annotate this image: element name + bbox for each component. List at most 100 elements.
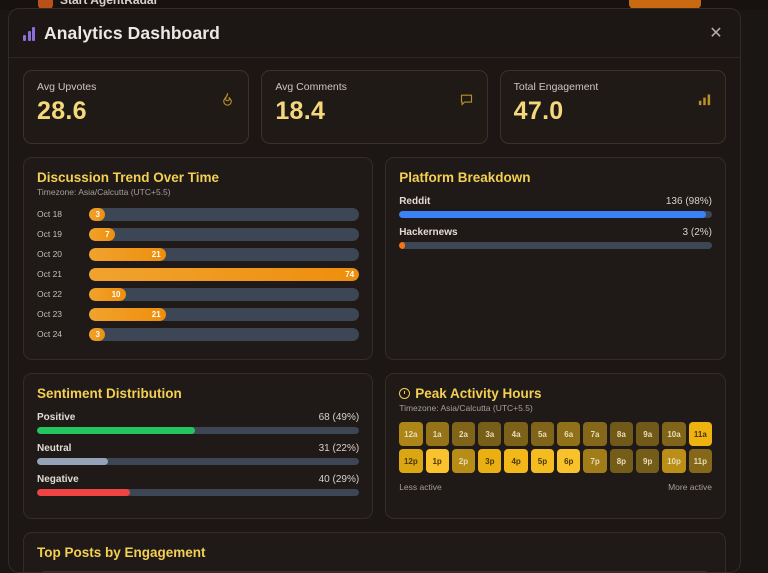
platform-bar-row: Reddit 136 (98%) — [399, 196, 712, 218]
panel-timezone: Timezone: Asia/Calcutta (UTC+5.5) — [399, 403, 533, 413]
trend-bar-label: Oct 19 — [37, 229, 63, 239]
heatmap-cell[interactable]: 10a — [662, 422, 686, 446]
panel-peak-activity-hours: Peak Activity Hours Timezone: Asia/Calcu… — [385, 373, 726, 519]
trend-bar-fill: 3 — [89, 207, 105, 221]
row-trend-platform: Discussion Trend Over Time Timezone: Asi… — [23, 157, 726, 360]
trend-bar-value: 74 — [345, 269, 355, 279]
platform-bar-fill — [399, 211, 706, 218]
heatmap-cell[interactable]: 4p — [504, 449, 528, 473]
sentiment-bar-head: Negative 40 (29%) — [37, 474, 359, 485]
panel-sentiment-distribution: Sentiment Distribution Positive 68 (49%) N… — [23, 373, 374, 519]
sentiment-bar-track — [37, 427, 360, 434]
fire-icon — [220, 92, 235, 111]
heatmap-cell[interactable]: 2a — [451, 422, 476, 446]
heatmap-cell[interactable]: 12a — [399, 422, 423, 446]
heatmap-cell[interactable]: 12p — [399, 449, 423, 473]
trend-bar-track: 74 — [89, 267, 360, 281]
trend-bar-row: Oct 24 3 — [37, 326, 360, 342]
sentiment-bar-head: Positive 68 (49%) — [37, 412, 359, 423]
trend-bar-label: Oct 21 — [37, 269, 63, 279]
stat-card-avg-upvotes: Avg Upvotes 28.6 — [23, 70, 250, 144]
speech-bubble-icon — [459, 92, 474, 111]
modal-body: Avg Upvotes 28.6 Avg Comments 18.4 — [9, 58, 740, 572]
trend-bar-value: 21 — [151, 309, 161, 319]
platform-bar-head: Reddit 136 (98%) — [399, 196, 712, 207]
platform-bar-list: Reddit 136 (98%) Hackernews 3 (2%) — [399, 196, 712, 249]
platform-bar-track — [399, 242, 712, 249]
trend-bar-row: Oct 19 7 — [37, 226, 360, 242]
panel-platform-breakdown: Platform Breakdown Reddit 136 (98%) Hacker… — [385, 157, 726, 360]
heatmap-legend: Less active More active — [399, 482, 712, 492]
sentiment-bar-label: Positive — [37, 412, 76, 423]
sentiment-bar-fill — [37, 458, 108, 465]
app-logo — [38, 0, 53, 9]
trend-bar-row: Oct 20 21 — [37, 246, 360, 262]
trend-bar-track: 3 — [89, 207, 360, 221]
trend-bar-track: 7 — [89, 227, 360, 241]
sentiment-bar-track — [37, 458, 360, 465]
trend-bar-value: 10 — [111, 289, 121, 299]
stat-value: 47.0 — [513, 97, 564, 125]
platform-bar-label: Hackernews — [399, 227, 458, 238]
activity-heatmap: 12a 1a 2a 3a 4a 5a 6a 7a 8a 9a 10a 11a 12p 1p 2p 3p 4p 5p… — [399, 422, 712, 473]
stat-card-total-engagement: Total Engagement 47.0 — [499, 70, 726, 144]
heatmap-cell[interactable]: 2p — [451, 449, 476, 473]
stat-label: Total Engagement — [513, 81, 599, 93]
app-primary-button[interactable] — [629, 0, 701, 9]
stat-value: 18.4 — [275, 97, 326, 125]
panel-title: Top Posts by Engagement — [37, 545, 206, 560]
heatmap-cell[interactable]: 8p — [609, 449, 634, 473]
heatmap-cell[interactable]: 5a — [530, 422, 555, 446]
bar-chart-icon — [23, 26, 35, 41]
trend-bar-track: 21 — [89, 247, 360, 261]
trend-bar-fill: 7 — [89, 227, 115, 241]
heatmap-cell[interactable]: 3p — [478, 449, 502, 473]
row-sentiment-peak: Sentiment Distribution Positive 68 (49%) N… — [23, 373, 726, 519]
trend-bar-value: 3 — [95, 209, 100, 219]
trend-bar-value: 21 — [151, 249, 161, 259]
trend-bar-value: 7 — [105, 229, 110, 239]
sentiment-bar-track — [37, 489, 360, 496]
panel-top-posts: Top Posts by Engagement Today's massive … — [23, 532, 726, 572]
analytics-dashboard-modal: Analytics Dashboard ✕ Avg Upvotes 28.6 A… — [8, 8, 741, 573]
trend-bar-label: Oct 20 — [37, 249, 63, 259]
heatmap-cell[interactable]: 1a — [425, 422, 449, 446]
sentiment-bar-list: Positive 68 (49%) Neutral 31 (22%) Negative 4… — [37, 412, 360, 496]
clock-icon — [399, 388, 411, 399]
panel-title: Discussion Trend Over Time — [37, 170, 220, 185]
heatmap-cell[interactable]: 7a — [583, 422, 607, 446]
heatmap-cell[interactable]: 6a — [557, 422, 581, 446]
heatmap-cell[interactable]: 7p — [583, 449, 607, 473]
heatmap-cell[interactable]: 11a — [688, 422, 712, 446]
heatmap-cell[interactable]: 9p — [636, 449, 660, 473]
close-icon[interactable]: ✕ — [705, 23, 727, 45]
trend-bar-row: Oct 23 21 — [37, 306, 360, 322]
heatmap-cell[interactable]: 5p — [530, 449, 555, 473]
sentiment-bar-fill — [37, 427, 195, 434]
stat-card-avg-comments: Avg Comments 18.4 — [261, 70, 488, 144]
trend-bar-label: Oct 24 — [37, 329, 63, 339]
heatmap-cell[interactable]: 1p — [425, 449, 449, 473]
platform-bar-label: Reddit — [399, 196, 431, 207]
panel-title: Sentiment Distribution — [37, 386, 182, 401]
sentiment-bar-label: Neutral — [37, 443, 72, 454]
sentiment-bar-value: 40 (29%) — [318, 474, 360, 485]
heatmap-cell[interactable]: 3a — [478, 422, 502, 446]
trend-bar-track: 21 — [89, 307, 360, 321]
legend-high: More active — [668, 482, 712, 492]
stat-label: Avg Upvotes — [37, 81, 97, 93]
heatmap-cell[interactable]: 9a — [636, 422, 660, 446]
trend-bar-fill: 10 — [89, 287, 126, 301]
stat-cards: Avg Upvotes 28.6 Avg Comments 18.4 — [23, 70, 726, 144]
heatmap-cell[interactable]: 6p — [557, 449, 581, 473]
heatmap-cell[interactable]: 4a — [504, 422, 528, 446]
sentiment-bar-label: Negative — [37, 474, 79, 485]
stat-label: Avg Comments — [275, 81, 347, 93]
trend-bar-row: Oct 22 10 — [37, 286, 360, 302]
trend-bar-fill: 3 — [89, 327, 105, 341]
trend-bar-fill: 74 — [89, 267, 360, 281]
heatmap-cell[interactable]: 10p — [662, 449, 686, 473]
heatmap-cell[interactable]: 8a — [609, 422, 634, 446]
heatmap-cell[interactable]: 11p — [688, 449, 712, 473]
legend-low: Less active — [399, 482, 442, 492]
